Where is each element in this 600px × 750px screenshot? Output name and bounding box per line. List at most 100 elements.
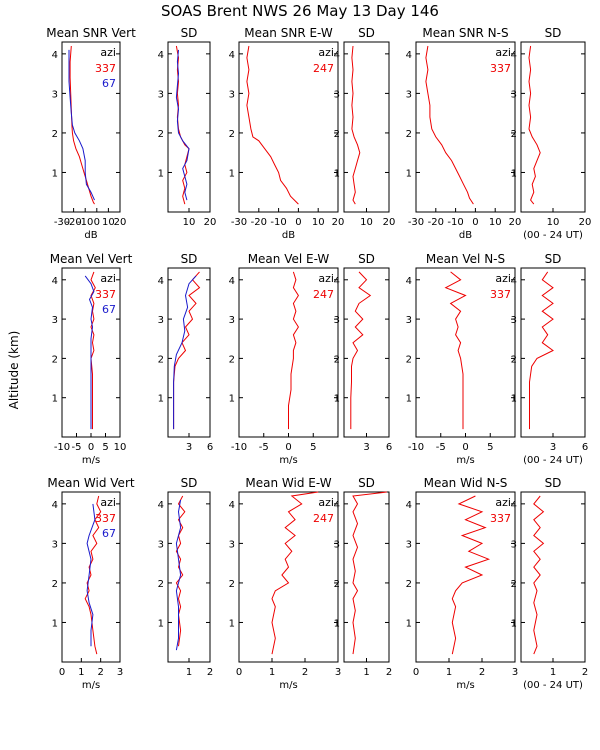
legend-entry: 67 (102, 303, 116, 316)
x-tick-label: 3 (512, 667, 518, 678)
x-axis-label: m/s (279, 680, 297, 691)
chart-panel-4: SD 1 2 3 4 10 20 (334, 26, 396, 228)
x-tick-label: 3 (186, 442, 192, 453)
x-tick-label: -5 (259, 442, 269, 453)
x-tick-label: 5 (487, 442, 493, 453)
panel-title: SD (358, 476, 375, 490)
y-tick-label: 2 (406, 354, 412, 365)
x-tick-label: 0 (472, 217, 478, 228)
x-tick-label: -10 (447, 217, 463, 228)
y-tick-label: 2 (229, 129, 235, 140)
x-tick-label: 0 (295, 217, 301, 228)
series-line-1 (533, 495, 545, 655)
y-tick-label: 1 (158, 618, 164, 629)
y-tick-label: 1 (158, 394, 164, 405)
x-tick-label: 3 (550, 442, 556, 453)
legend-azi-label: azi (100, 496, 116, 509)
y-tick-label: 1 (52, 168, 58, 179)
legend-azi-label: azi (100, 272, 116, 285)
series-line-1 (529, 271, 554, 430)
x-tick-label: -5 (72, 442, 82, 453)
panel-frame (238, 41, 339, 213)
y-tick-label: 3 (52, 539, 58, 550)
panel-title: SD (545, 476, 562, 490)
chart-panel-17: Mean Wid N-S 1 2 3 4 0 1 2 3 m/s azi 337 (406, 476, 519, 691)
series-line-2 (175, 49, 190, 201)
y-tick-label: 1 (229, 618, 235, 629)
panel-title: SD (545, 26, 562, 40)
series-line-2 (84, 275, 95, 430)
x-tick-label: 1 (269, 667, 275, 678)
y-tick-label: 1 (511, 168, 517, 179)
x-tick-label: 2 (582, 667, 588, 678)
y-tick-label: 2 (334, 129, 340, 140)
y-axis-label: Altitude (km) (7, 331, 21, 410)
x-tick-label: 1 (446, 667, 452, 678)
x-axis-label: m/s (82, 680, 100, 691)
panel-frame (167, 267, 211, 438)
y-tick-label: 1 (406, 394, 412, 405)
panel-title: Mean SNR Vert (46, 26, 136, 40)
series-line-2 (86, 503, 96, 647)
x-tick-label: 20 (332, 217, 345, 228)
y-tick-label: 2 (406, 579, 412, 590)
series-line-1 (90, 271, 96, 430)
panel-title: Mean Wid N-S (424, 476, 508, 490)
x-axis-label: m/s (82, 455, 100, 466)
y-tick-label: 4 (158, 500, 164, 511)
legend-entry: 247 (313, 512, 334, 525)
y-tick-label: 4 (52, 50, 58, 61)
x-axis-label: dB (84, 230, 97, 241)
y-tick-label: 3 (406, 539, 412, 550)
panel-title: Mean SNR N-S (422, 26, 508, 40)
x-axis-label: m/s (456, 455, 474, 466)
series-line-1 (175, 495, 186, 647)
x-tick-label: 20 (509, 217, 522, 228)
x-tick-label: -30 (231, 217, 247, 228)
chart-panel-9: Mean Vel E-W 1 2 3 4 -10 -5 0 5 m/s azi 247 (229, 252, 339, 466)
x-tick-label: 0 (413, 667, 419, 678)
chart-panel-10: SD 1 2 3 4 3 6 (334, 252, 393, 453)
x-axis-label: m/s (279, 455, 297, 466)
y-tick-label: 1 (511, 618, 517, 629)
x-tick-label: 5 (102, 442, 108, 453)
x-axis-label: m/s (456, 680, 474, 691)
series-line-2 (173, 275, 197, 430)
y-tick-label: 4 (334, 500, 340, 511)
legend-entry: 337 (95, 512, 116, 525)
x-tick-label: 2 (386, 667, 392, 678)
x-tick-label: 10 (312, 217, 325, 228)
figure-title: SOAS Brent NWS 26 May 13 Day 146 (161, 2, 439, 20)
x-tick-label: -10 (231, 442, 247, 453)
x-axis-label: dB (459, 230, 472, 241)
x-tick-label: 20 (114, 217, 127, 228)
panel-frame (61, 41, 121, 213)
x-axis-label: (00 - 24 UT) (523, 230, 583, 241)
y-tick-label: 4 (406, 276, 412, 287)
chart-panel-5: Mean SNR N-S 1 2 3 4 -30 -20 -10 0 10 20 dB azi 337 (406, 26, 522, 241)
x-tick-label: 2 (97, 667, 103, 678)
panel-frame (167, 491, 211, 663)
x-tick-label: 10 (547, 217, 560, 228)
panel-frame (343, 491, 390, 663)
x-tick-label: 0 (285, 442, 291, 453)
x-tick-label: 20 (579, 217, 592, 228)
series-line-1 (444, 271, 467, 430)
legend-azi-label: azi (100, 46, 116, 59)
chart-panel-16: SD 1 2 3 4 1 2 (334, 476, 393, 678)
series-line-1 (246, 45, 299, 205)
chart-panel-8: SD 1 2 3 4 3 6 (158, 252, 214, 453)
y-tick-label: 4 (229, 50, 235, 61)
chart-panel-14: SD 1 2 3 4 1 2 (158, 476, 214, 678)
panel-frame (167, 41, 211, 213)
y-tick-label: 2 (511, 129, 517, 140)
legend-azi-label: azi (495, 46, 511, 59)
series-line-1 (271, 491, 319, 655)
y-tick-label: 3 (229, 89, 235, 100)
y-tick-label: 3 (334, 89, 340, 100)
chart-panel-18: SD 1 2 3 4 1 2 (00 - 24 UT) (511, 476, 589, 691)
x-tick-label: 6 (207, 442, 213, 453)
series-line-1 (69, 45, 95, 205)
x-tick-label: 6 (386, 442, 392, 453)
